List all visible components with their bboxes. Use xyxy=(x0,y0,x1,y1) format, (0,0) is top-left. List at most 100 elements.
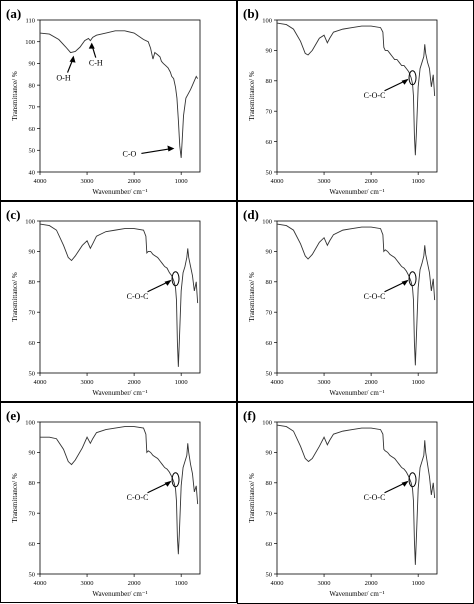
annotation-label: C-O xyxy=(123,149,137,158)
y-tick-label: 60 xyxy=(29,340,36,347)
x-tick-label: 4000 xyxy=(34,580,47,587)
y-tick-label: 100 xyxy=(262,419,272,426)
panel-svg: (d) 4000 3000 2000 1000 50 60 70 80 90 100 Wavenumb… xyxy=(237,201,474,402)
peak-circle xyxy=(408,472,417,488)
y-tick-label: 80 xyxy=(266,279,273,286)
plot-area-frame xyxy=(276,19,438,173)
arrow-head xyxy=(69,55,76,63)
panel-letter: (d) xyxy=(243,207,259,222)
x-tick-label: 3000 xyxy=(81,580,94,587)
plot-area-frame xyxy=(39,19,201,173)
annotation-label: C-O-C xyxy=(127,493,149,502)
x-tick-label: 2000 xyxy=(128,379,141,386)
spectrum-line xyxy=(276,424,436,565)
annotation-label: C-O-C xyxy=(364,292,386,301)
y-tick-label: 70 xyxy=(29,511,36,518)
spectrum-line xyxy=(39,30,199,158)
annotation-label: C-O-C xyxy=(364,493,386,502)
spectrum-line xyxy=(39,223,199,367)
x-tick-label: 4000 xyxy=(34,178,47,185)
panel-letter: (c) xyxy=(6,207,20,222)
x-tick-label: 3000 xyxy=(318,178,331,185)
x-tick-label: 3000 xyxy=(318,580,331,587)
panel-svg: (f) 4000 3000 2000 1000 50 60 70 80 90 100 Wavenumb… xyxy=(237,402,474,604)
x-tick-label: 1000 xyxy=(175,580,188,587)
x-tick-label: 2000 xyxy=(365,580,378,587)
panel-d: (d) 4000 3000 2000 1000 50 60 70 80 90 100 Wavenumb… xyxy=(237,201,474,402)
x-tick-label: 2000 xyxy=(128,178,141,185)
x-axis-label: Wavenumber/ cm⁻¹ xyxy=(92,188,147,196)
y-tick-label: 50 xyxy=(266,571,273,578)
y-tick-label: 90 xyxy=(29,61,36,68)
y-axis-label: Transmittance/ % xyxy=(248,272,256,321)
y-tick-label: 100 xyxy=(25,218,35,225)
y-axis-label: Transmittance/ % xyxy=(11,473,19,522)
y-tick-label: 50 xyxy=(29,148,36,155)
x-tick-label: 1000 xyxy=(412,379,425,386)
y-tick-label: 40 xyxy=(29,169,36,176)
plot-area-frame xyxy=(276,421,438,575)
x-axis-label: Wavenumber/ cm⁻¹ xyxy=(329,188,384,196)
panel-c: (c) 4000 3000 2000 1000 50 60 70 80 90 100 Wavenumb… xyxy=(0,201,237,402)
y-tick-label: 80 xyxy=(29,82,36,89)
annotation-arrow xyxy=(141,147,173,155)
panel-letter: (e) xyxy=(6,408,20,423)
panel-letter: (a) xyxy=(6,6,21,21)
y-tick-label: 50 xyxy=(266,169,273,176)
x-tick-label: 1000 xyxy=(412,580,425,587)
y-axis-label: Transmittance/ % xyxy=(11,272,19,321)
spectrum-line xyxy=(276,22,436,156)
panel-f: (f) 4000 3000 2000 1000 50 60 70 80 90 100 Wavenumb… xyxy=(237,402,474,604)
y-tick-label: 90 xyxy=(266,450,273,457)
peak-circle xyxy=(408,70,417,86)
x-tick-label: 1000 xyxy=(412,178,425,185)
y-tick-label: 80 xyxy=(29,279,36,286)
panel-frame xyxy=(237,402,474,604)
plot-area-frame xyxy=(39,220,201,374)
y-tick-label: 80 xyxy=(29,480,36,487)
x-axis-label: Wavenumber/ cm⁻¹ xyxy=(92,389,147,397)
x-tick-label: 4000 xyxy=(271,379,284,386)
y-tick-label: 60 xyxy=(266,139,273,146)
y-tick-label: 60 xyxy=(29,126,36,133)
y-axis-label: Transmittance/ % xyxy=(248,473,256,522)
arrow-head xyxy=(401,78,409,85)
panel-frame xyxy=(237,201,474,402)
panel-svg: (c) 4000 3000 2000 1000 50 60 70 80 90 100 Wavenumb… xyxy=(0,201,237,402)
panel-frame xyxy=(0,201,237,402)
y-tick-label: 60 xyxy=(266,340,273,347)
spectrum-line xyxy=(40,426,199,555)
x-axis-label: Wavenumber/ cm⁻¹ xyxy=(329,389,384,397)
panel-e: (e) 4000 3000 2000 1000 50 60 70 80 90 100 Wavenumb… xyxy=(0,402,237,603)
x-axis-label: Wavenumber/ cm⁻¹ xyxy=(329,590,384,598)
panel-frame xyxy=(237,0,474,201)
y-tick-label: 60 xyxy=(29,541,36,548)
x-tick-label: 4000 xyxy=(271,580,284,587)
plot-area-frame xyxy=(276,220,438,374)
x-tick-label: 4000 xyxy=(271,178,284,185)
arrow-head xyxy=(401,279,409,286)
y-tick-label: 110 xyxy=(25,17,35,24)
y-tick-label: 70 xyxy=(266,109,273,116)
y-tick-label: 90 xyxy=(29,249,36,256)
panel-svg: (e) 4000 3000 2000 1000 50 60 70 80 90 100 Wavenumb… xyxy=(0,402,237,603)
y-tick-label: 80 xyxy=(266,78,273,85)
y-tick-label: 90 xyxy=(266,48,273,55)
x-tick-label: 2000 xyxy=(365,178,378,185)
arrow-head xyxy=(167,145,175,152)
arrow-head xyxy=(88,42,95,49)
panel-letter: (f) xyxy=(243,408,256,423)
x-tick-label: 4000 xyxy=(34,379,47,386)
annotation-label: C-H xyxy=(89,59,103,68)
spectrum-line xyxy=(276,223,436,366)
plot-area-frame xyxy=(39,421,201,575)
panel-svg: (a) 4000 3000 2000 1000 40 50 60 70 80 90 100 110 Wav… xyxy=(0,0,237,201)
y-tick-label: 70 xyxy=(29,104,36,111)
panel-letter: (b) xyxy=(243,6,259,21)
y-tick-label: 90 xyxy=(29,450,36,457)
y-axis-label: Transmittance/ % xyxy=(11,71,19,120)
y-tick-label: 90 xyxy=(266,249,273,256)
annotation-label: C-O-C xyxy=(364,91,386,100)
panel-a: (a) 4000 3000 2000 1000 40 50 60 70 80 90 100 110 Wav… xyxy=(0,0,237,201)
